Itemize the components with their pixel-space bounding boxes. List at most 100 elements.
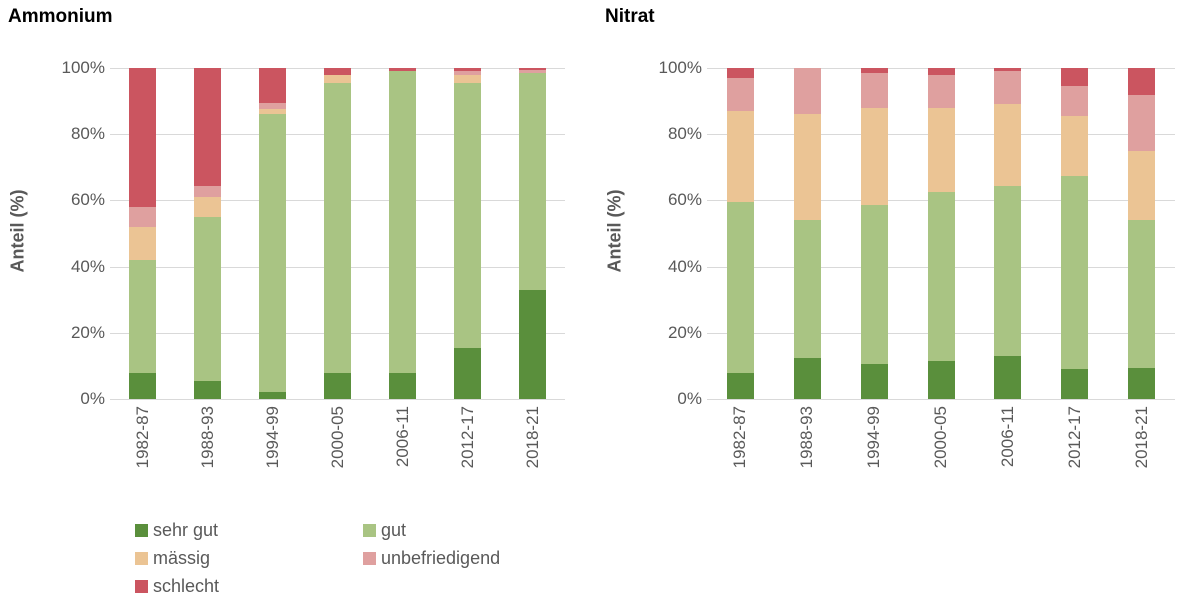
bar-slot-2012-17 <box>1041 68 1108 399</box>
legend-item-gut: gut <box>363 520 623 541</box>
bar-segment-gut <box>259 114 286 393</box>
bar-segment-unbefriedigend <box>259 102 286 110</box>
bar-slot-1982-87 <box>110 68 175 399</box>
bar-segment-unbefriedigend <box>860 72 888 108</box>
chart-ammonium: Ammonium Anteil (%) 0% 20% 40% 60% 80% 100% 1… <box>0 0 595 515</box>
bar-segment-gut <box>927 192 955 361</box>
bar-segment-mässig <box>726 111 754 203</box>
bar-segment-schlecht <box>129 68 156 208</box>
bar-segment-schlecht <box>389 68 416 72</box>
bar-1994-99 <box>860 68 888 399</box>
bar-1994-99 <box>259 68 286 399</box>
bar-segment-unbefriedigend <box>454 71 481 75</box>
bar-slot-2006-11 <box>370 68 435 399</box>
bar-segment-unbefriedigend <box>1061 86 1089 117</box>
x-tick-label: 1994-99 <box>262 406 282 469</box>
legend-label: sehr gut <box>153 519 219 540</box>
legend-label: gut <box>381 519 407 540</box>
bar-segment-gut <box>324 82 351 373</box>
x-axis-tick-labels: 1982-87 1988-93 1994-99 2000-05 2006-11 2012-… <box>707 406 1175 468</box>
bar-slot-2018-21 <box>500 68 565 399</box>
bar-segment-mässig <box>793 114 821 221</box>
bar-segment-gut <box>129 260 156 373</box>
y-tick-label: 0% <box>80 389 105 408</box>
bar-slot-2012-17 <box>435 68 500 399</box>
bar-segment-gut <box>726 202 754 373</box>
x-tick-cell: 1994-99 <box>240 406 305 468</box>
bar-2000-05 <box>927 68 955 399</box>
legend-swatch-gut <box>363 523 376 537</box>
x-tick-label: 2006-11 <box>997 406 1017 468</box>
bar-segment-mässig <box>1061 116 1089 176</box>
bar-segment-unbefriedigend <box>994 71 1022 105</box>
legend-item-mässig: mässig <box>135 548 363 569</box>
gridline-0% <box>110 399 565 400</box>
x-tick-label: 2000-05 <box>931 406 950 469</box>
x-tick-cell: 2018-21 <box>500 406 565 468</box>
bar-segment-mässig <box>454 74 481 83</box>
x-tick-label: 1988-93 <box>797 406 817 469</box>
bar-segment-sehr gut <box>726 372 754 399</box>
bar-segment-sehr gut <box>1061 369 1089 399</box>
y-tick-label: 20% <box>70 322 105 342</box>
bar-segment-unbefriedigend <box>726 77 754 112</box>
x-tick-cell: 2000-05 <box>908 406 975 468</box>
bar-1982-87 <box>129 68 156 399</box>
bar-2018-21 <box>1128 68 1156 399</box>
bar-segment-unbefriedigend <box>129 207 156 227</box>
y-tick-label: 0% <box>677 389 702 408</box>
bar-segment-gut <box>194 216 221 381</box>
bar-segment-schlecht <box>259 68 286 103</box>
bar-slot-2018-21 <box>1108 68 1175 399</box>
bar-2012-17 <box>1061 68 1089 399</box>
bar-slot-2000-05 <box>908 68 975 399</box>
bar-segment-sehr gut <box>259 392 286 399</box>
y-tick-label: 80% <box>667 124 702 144</box>
bar-segment-sehr gut <box>994 355 1022 399</box>
legend: sehr gut gut mässig unbefriedigend schlecht <box>135 516 623 600</box>
x-tick-label: 2018-21 <box>522 406 542 469</box>
x-tick-label: 2006-11 <box>392 406 412 468</box>
legend-item-schlecht: schlecht <box>135 576 363 597</box>
chart-nitrat: Nitrat Anteil (%) 0% 20% 40% 60% 80% 100% 198… <box>597 0 1190 515</box>
bar-segment-gut <box>519 72 546 290</box>
bar-segment-schlecht <box>927 68 955 75</box>
bar-segment-mässig <box>1128 150 1156 221</box>
bar-segment-sehr gut <box>793 357 821 399</box>
bar-segment-unbefriedigend <box>1128 94 1156 151</box>
x-tick-label: 1982-87 <box>730 406 750 469</box>
bar-1988-93 <box>194 68 221 399</box>
bar-segment-schlecht <box>994 68 1022 72</box>
y-tick-label: 60% <box>667 190 702 210</box>
bar-segment-schlecht <box>726 68 754 78</box>
x-axis-tick-labels: 1982-87 1988-93 1994-99 2000-05 2006-11 2012-… <box>110 406 565 468</box>
x-tick-cell: 2000-05 <box>305 406 370 468</box>
bar-segment-mässig <box>860 107 888 206</box>
bar-segment-mässig <box>927 107 955 193</box>
y-tick-label: 80% <box>70 124 105 144</box>
legend-swatch-unbefriedigend <box>363 551 376 565</box>
bar-segment-sehr gut <box>860 364 888 399</box>
bar-segment-gut <box>389 71 416 373</box>
x-tick-label: 1988-93 <box>197 406 217 469</box>
x-tick-cell: 1982-87 <box>707 406 774 468</box>
bar-slot-1994-99 <box>240 68 305 399</box>
legend-label: schlecht <box>153 575 220 596</box>
bar-1988-93 <box>793 68 821 399</box>
legend-label: mässig <box>153 547 211 568</box>
bar-segment-schlecht <box>194 68 221 186</box>
bar-segment-schlecht <box>1128 68 1156 95</box>
bar-slot-2006-11 <box>974 68 1041 399</box>
bars <box>110 68 565 399</box>
bar-segment-sehr gut <box>194 380 221 399</box>
plot-area <box>110 68 565 400</box>
bar-segment-mässig <box>259 109 286 115</box>
bar-2006-11 <box>389 68 416 399</box>
bar-2018-21 <box>519 68 546 399</box>
x-tick-cell: 2012-17 <box>1041 406 1108 468</box>
x-tick-cell: 1988-93 <box>175 406 240 468</box>
bar-segment-mässig <box>129 226 156 260</box>
y-tick-label: 40% <box>70 256 105 276</box>
bar-segment-gut <box>793 220 821 358</box>
